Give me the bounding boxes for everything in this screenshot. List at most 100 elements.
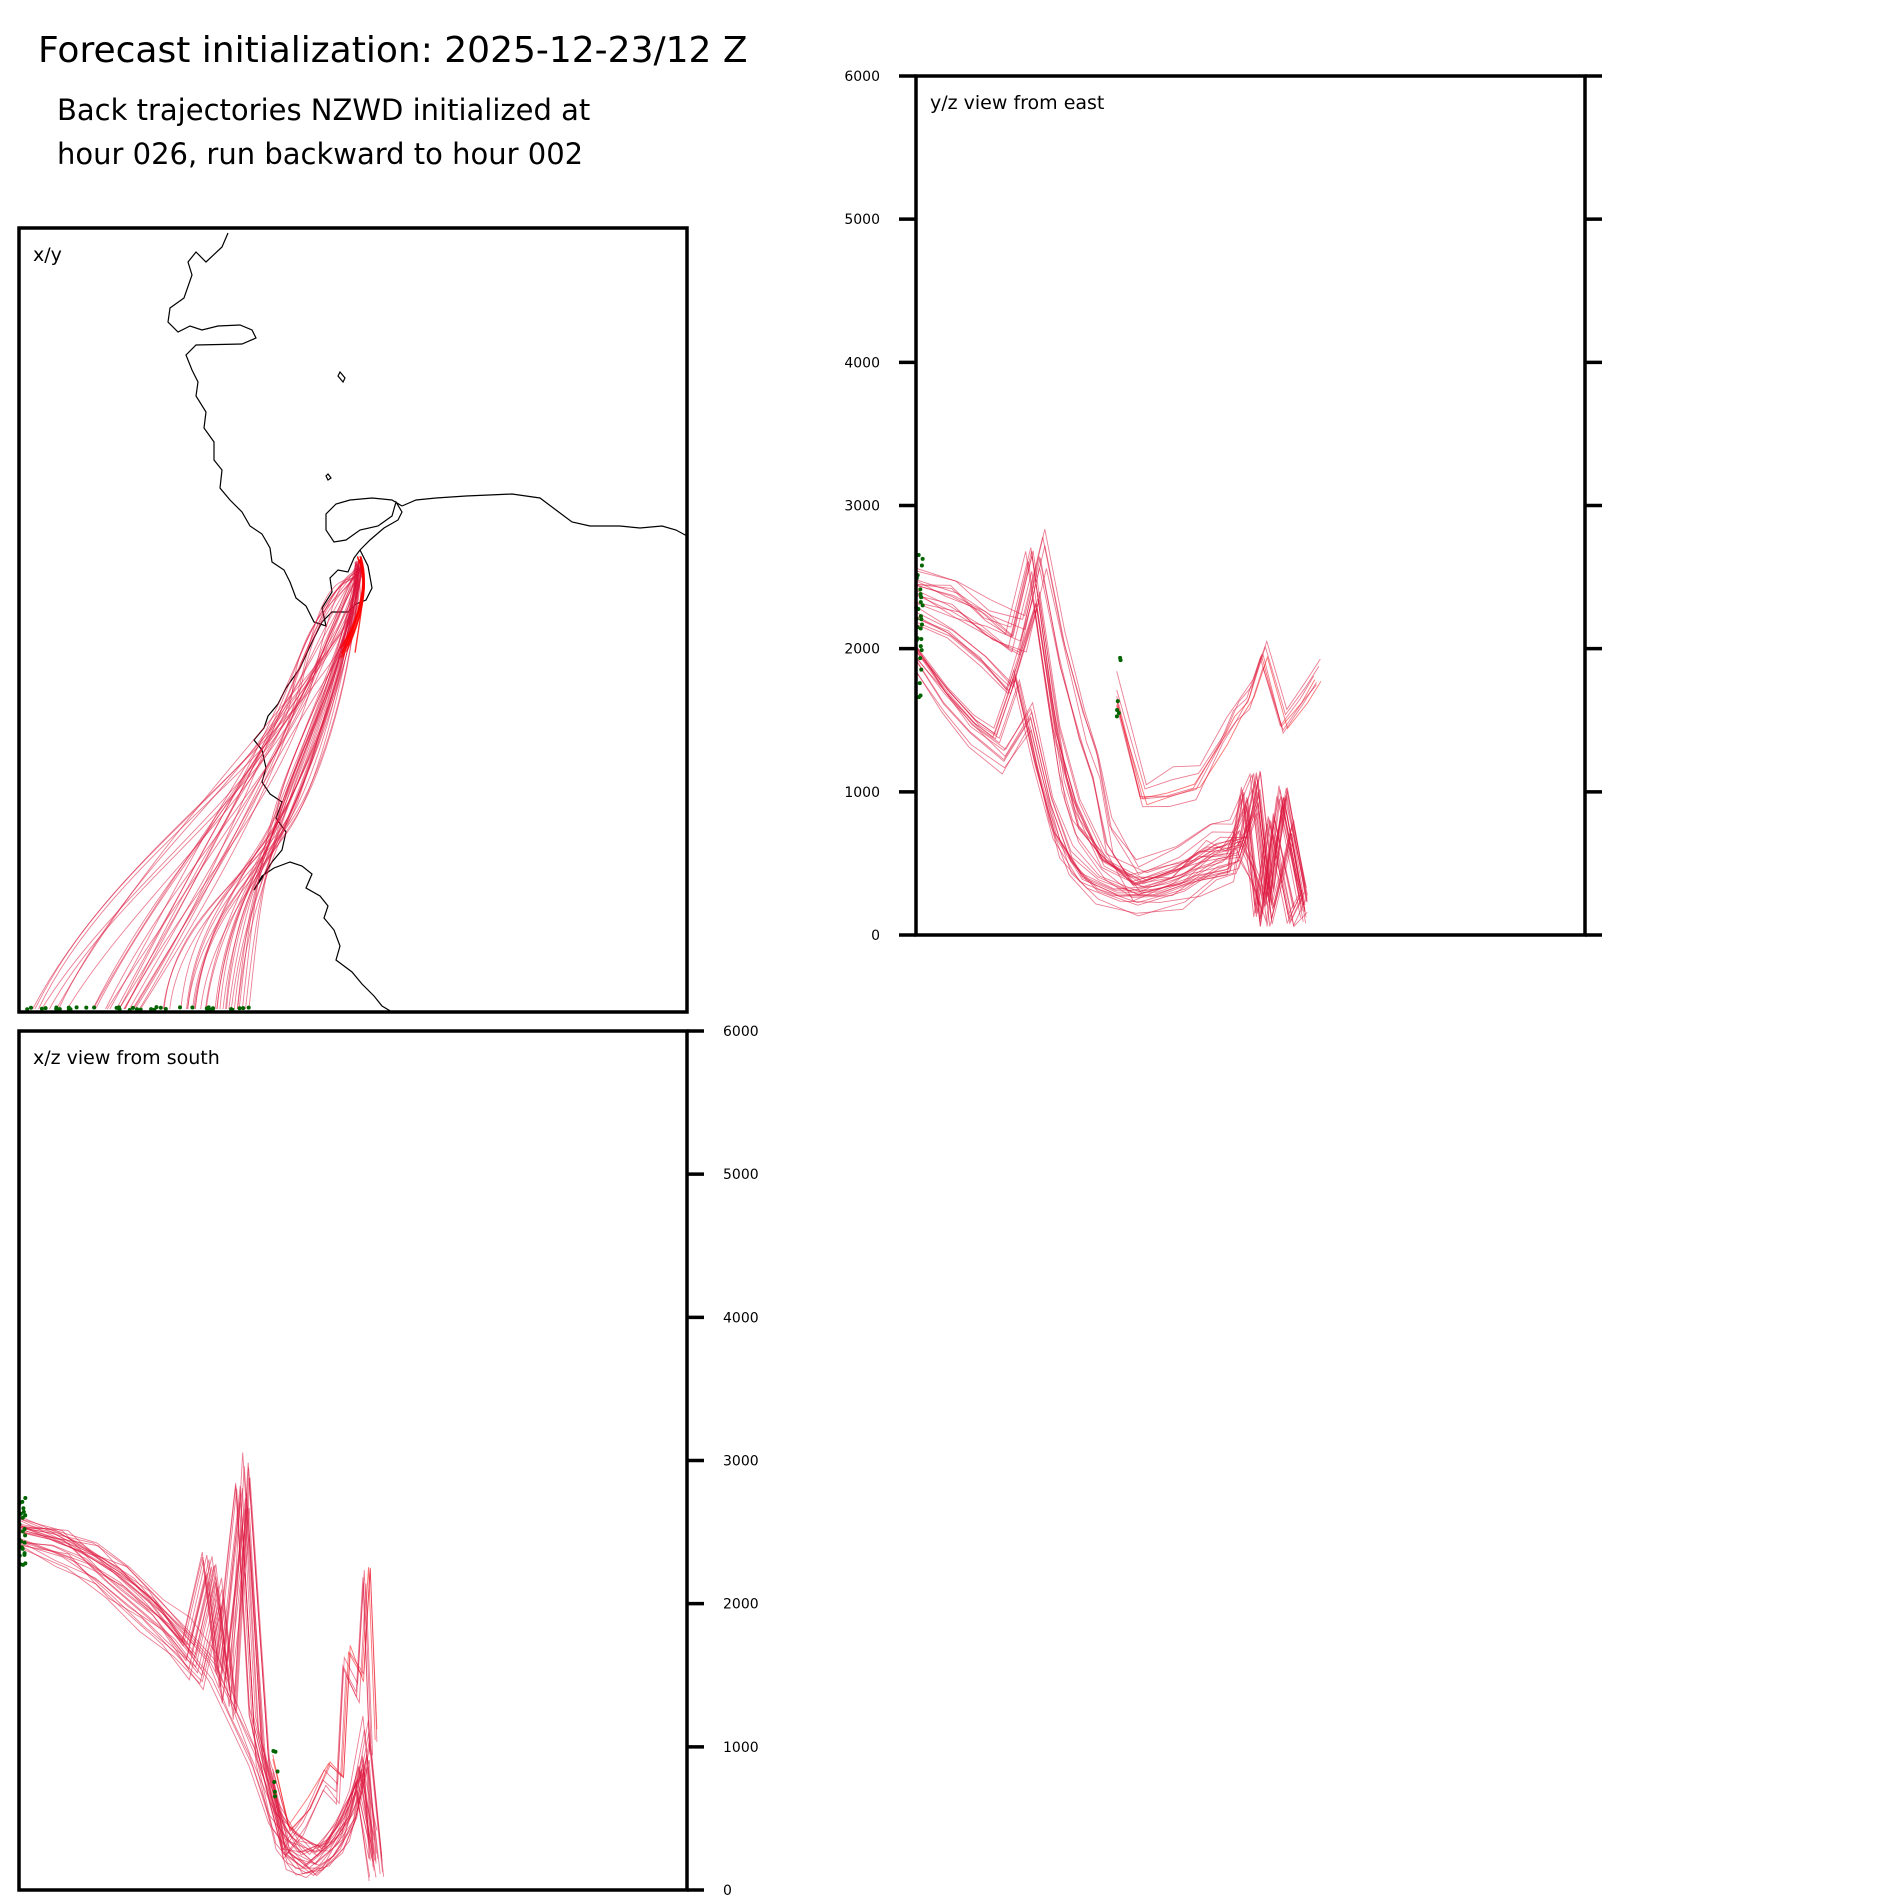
- yz-start-point: [919, 622, 924, 627]
- yz-trajectory-line: [915, 645, 1302, 916]
- xz-start-point: [275, 1769, 280, 1774]
- xz-trajectory-line: [272, 1582, 371, 1860]
- yz-trajectory-line: [915, 556, 1294, 923]
- yz-trajectory-line: [915, 650, 1302, 925]
- xz-start-point: [23, 1533, 28, 1538]
- yz-trajectory-line: [1116, 655, 1322, 806]
- yz-start-point: [918, 656, 923, 661]
- subtitle-line-2: hour 026, run backward to hour 002: [57, 137, 584, 171]
- xy-start-point: [178, 1005, 182, 1010]
- xz-start-point: [23, 1561, 28, 1566]
- xy-trajectory-line: [118, 563, 359, 1010]
- xy-trajectory-line: [194, 568, 362, 1010]
- xy-start-point: [131, 1005, 135, 1010]
- xz-trajectory-line: [18, 1526, 375, 1848]
- xz-trajectory-line: [18, 1467, 383, 1865]
- yz-trajectory-line: [1116, 652, 1317, 800]
- xz-trajectory-line: [272, 1583, 374, 1857]
- panel-xz-view: x/z view from south 0 1000 2000 3000 4000 500…: [17, 1024, 759, 1899]
- xz-trajectory-line: [18, 1540, 374, 1866]
- xy-start-point: [135, 1007, 139, 1012]
- coastline-segment: [401, 493, 688, 537]
- xy-trajectory-recent: [348, 559, 365, 644]
- yz-start-point: [920, 603, 925, 608]
- xy-start-point: [92, 1005, 97, 1010]
- yz-trajectory-line: [915, 670, 1304, 927]
- yz-start-point: [920, 556, 925, 561]
- xz-trajectory-line: [18, 1488, 377, 1869]
- xz-trajectory-line: [18, 1506, 376, 1861]
- xy-start-point: [158, 1005, 163, 1010]
- yz-trajectory-line: [1116, 656, 1315, 798]
- yz-trajectory-line: [915, 598, 1301, 904]
- xz-start-point: [271, 1748, 276, 1753]
- coastline-segment: [325, 473, 332, 481]
- xz-tick-label: 3000: [723, 1454, 759, 1470]
- yz-tick-label: 2000: [844, 642, 880, 658]
- yz-trajectory-line: [1116, 645, 1320, 790]
- xy-panel-frame: [17, 226, 689, 1014]
- yz-trajectory-line: [915, 647, 1303, 921]
- xz-trajectory-line: [18, 1524, 370, 1853]
- panel-xy-map: x/y: [17, 226, 689, 1014]
- xz-start-point: [19, 1545, 24, 1550]
- xz-trajectory-line: [272, 1567, 378, 1833]
- xz-trajectory-line: [18, 1477, 385, 1877]
- xy-start-point: [54, 1005, 59, 1010]
- panel-yz-view: y/z view from east 0 1000 2000 3000 4000 5000…: [844, 69, 1602, 944]
- xz-trajectory-line: [18, 1507, 377, 1864]
- yz-start-point: [1115, 707, 1120, 712]
- xz-panel-label: x/z view from south: [33, 1047, 220, 1069]
- coastline-segment: [253, 861, 393, 1013]
- xz-tick-label: 5000: [723, 1167, 759, 1183]
- xz-trajectory-line: [18, 1522, 370, 1882]
- xy-start-point: [66, 1005, 71, 1010]
- xz-tick-label: 0: [723, 1883, 732, 1899]
- xz-start-point: [273, 1794, 278, 1799]
- xz-tick-label: 2000: [723, 1597, 759, 1613]
- yz-start-point: [919, 617, 924, 622]
- xz-trajectory-line: [18, 1477, 383, 1876]
- xz-start-point: [21, 1506, 26, 1511]
- xz-start-point: [272, 1789, 277, 1794]
- xy-start-point: [116, 1005, 121, 1010]
- xy-start-point: [57, 1007, 62, 1012]
- coastline-segment: [337, 370, 346, 384]
- yz-trajectory-line: [915, 591, 1308, 902]
- xz-trajectory-line: [18, 1493, 375, 1874]
- xy-start-point: [43, 1006, 48, 1011]
- xz-trajectory-line: [18, 1466, 379, 1861]
- subtitle-line-1: Back trajectories NZWD initialized at: [57, 93, 591, 127]
- xz-start-point: [20, 1515, 25, 1520]
- yz-start-point: [916, 695, 921, 700]
- yz-tick-label: 4000: [844, 355, 880, 371]
- xz-start-point: [21, 1509, 26, 1514]
- xy-start-point: [74, 1005, 79, 1010]
- yz-start-point: [917, 681, 922, 686]
- xy-start-point: [163, 1007, 168, 1011]
- yz-start-point: [919, 648, 924, 653]
- yz-trajectory-line: [915, 646, 1306, 906]
- yz-start-point: [1118, 655, 1123, 660]
- xy-trajectory-line: [129, 560, 357, 1010]
- xz-y-axis: 0 1000 2000 3000 4000 5000 6000: [687, 1024, 759, 1899]
- xz-trajectory-line: [272, 1577, 370, 1852]
- yz-trajectory-line: [915, 571, 1307, 923]
- yz-tick-label: 5000: [844, 212, 880, 228]
- xz-trajectory-line: [18, 1502, 374, 1879]
- xz-trajectory-line: [18, 1462, 383, 1857]
- xz-tick-label: 6000: [723, 1024, 759, 1040]
- yz-y-axis: 0 1000 2000 3000 4000 5000 6000: [844, 69, 1602, 944]
- xy-panel-label: x/y: [33, 244, 62, 266]
- xy-trajectory-line: [186, 561, 363, 1010]
- xy-start-point: [149, 1007, 154, 1012]
- yz-trajectory-line: [915, 567, 1295, 927]
- xz-start-point: [23, 1513, 28, 1518]
- xy-trajectory-line: [116, 566, 360, 1010]
- xz-tick-label: 1000: [723, 1740, 759, 1756]
- yz-start-point: [918, 600, 923, 605]
- yz-trajectory-line: [915, 545, 1300, 900]
- xy-trajectory-line: [216, 560, 358, 1010]
- yz-trajectory-line: [1116, 665, 1317, 808]
